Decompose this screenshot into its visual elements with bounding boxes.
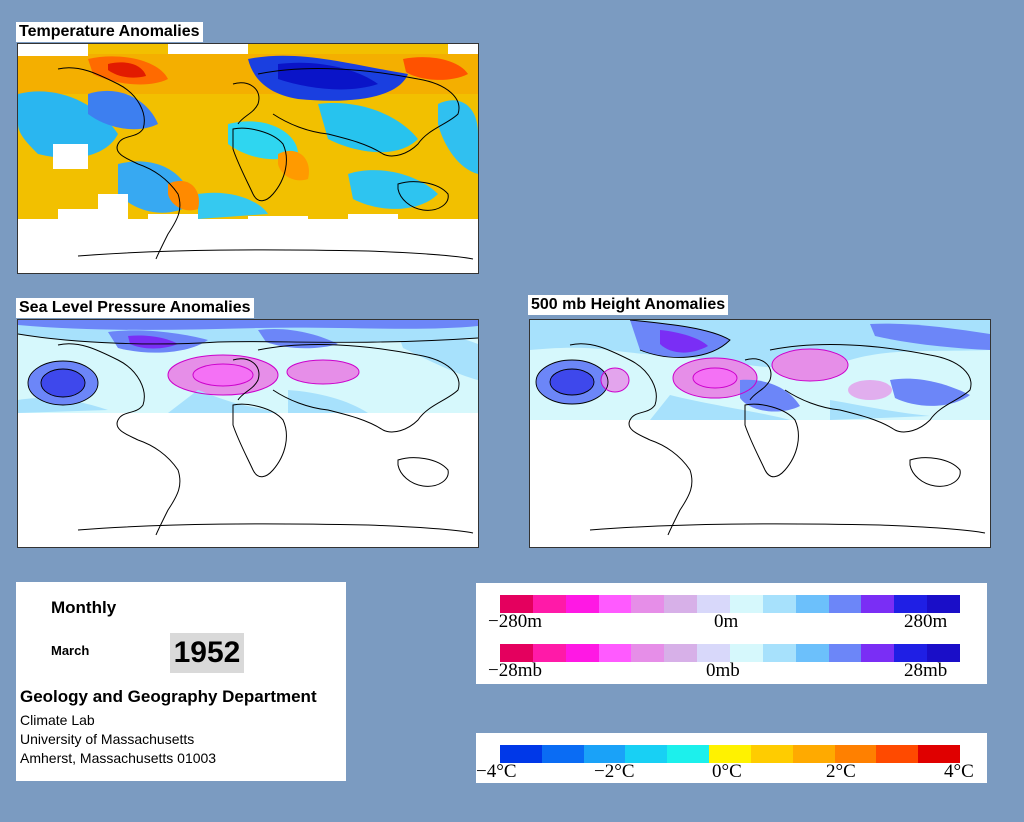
height-swatch-7 (730, 595, 763, 613)
height-swatch-9 (795, 595, 829, 613)
temp-swatch-1 (541, 745, 584, 763)
temperature-anomaly-map (17, 43, 479, 274)
pressure-swatch-3 (598, 644, 632, 662)
height-tick-max: 280m (904, 611, 948, 632)
temp-swatch-6 (750, 745, 793, 763)
height-swatch-5 (664, 595, 698, 613)
lab-label: Climate Lab (20, 712, 95, 728)
pressure-tick-min: −28mb (488, 660, 542, 681)
temp-swatch-2 (583, 745, 626, 763)
height-swatch-3 (598, 595, 632, 613)
period-label: Monthly (51, 598, 117, 617)
height500-map-title: 500 mb Height Anomalies (528, 295, 729, 315)
temp-tick-neg2: −2°C (594, 761, 635, 782)
height-swatch-12 (894, 595, 928, 613)
height-pressure-legend: −280m 0m 280m −28mb 0mb 28mb (476, 583, 987, 684)
height-swatch-2 (565, 595, 599, 613)
temp-swatch-5 (709, 745, 751, 763)
pressure-swatch-0 (500, 644, 533, 662)
pressure-swatch-4 (631, 644, 665, 662)
pressure-swatch-6 (697, 644, 731, 662)
temp-swatch-3 (625, 745, 668, 763)
pressure-swatch-7 (730, 644, 763, 662)
temperature-color-bar (500, 745, 960, 763)
slp-anomaly-map (17, 319, 479, 548)
temp-swatch-4 (667, 745, 710, 763)
temp-tick-2: 2°C (826, 761, 856, 782)
height-swatch-11 (861, 595, 895, 613)
height500-anomaly-map (529, 319, 991, 548)
pressure-swatch-2 (565, 644, 599, 662)
height-tick-mid: 0m (714, 611, 739, 632)
pressure-tick-mid: 0mb (706, 660, 740, 681)
temperature-legend: −4°C −2°C 0°C 2°C 4°C (476, 733, 987, 783)
address-label: Amherst, Massachusetts 01003 (20, 750, 217, 766)
height-swatch-0 (500, 595, 533, 613)
pressure-color-bar (500, 644, 961, 662)
department-label: Geology and Geography Department (20, 687, 317, 706)
month-label: March (51, 643, 90, 658)
height-color-bar (500, 595, 961, 613)
height-swatch-4 (631, 595, 665, 613)
height-tick-min: −280m (488, 611, 542, 632)
pressure-swatch-10 (828, 644, 862, 662)
height-swatch-6 (697, 595, 731, 613)
pressure-swatch-8 (762, 644, 796, 662)
height-swatch-10 (828, 595, 862, 613)
height-swatch-13 (927, 595, 961, 613)
temp-swatch-0 (500, 745, 542, 763)
height-swatch-1 (532, 595, 566, 613)
pressure-swatch-5 (664, 644, 698, 662)
temp-tick-neg4: −4°C (476, 761, 517, 782)
temperature-map-title: Temperature Anomalies (16, 22, 203, 42)
pressure-swatch-13 (927, 644, 961, 662)
slp-map-title: Sea Level Pressure Anomalies (16, 298, 254, 318)
temp-tick-0: 0°C (712, 761, 742, 782)
pressure-swatch-11 (861, 644, 895, 662)
pressure-swatch-12 (894, 644, 928, 662)
height-swatch-8 (762, 595, 796, 613)
temp-swatch-8 (834, 745, 877, 763)
temp-swatch-9 (876, 745, 919, 763)
info-panel: Monthly March 1952 Geology and Geography… (16, 582, 346, 781)
university-label: University of Massachusetts (20, 731, 195, 747)
temp-swatch-10 (918, 745, 960, 763)
pressure-tick-max: 28mb (904, 660, 948, 681)
year-label: 1952 (170, 633, 244, 673)
pressure-swatch-1 (532, 644, 566, 662)
temp-tick-4: 4°C (944, 761, 974, 782)
temp-swatch-7 (792, 745, 835, 763)
pressure-swatch-9 (795, 644, 829, 662)
